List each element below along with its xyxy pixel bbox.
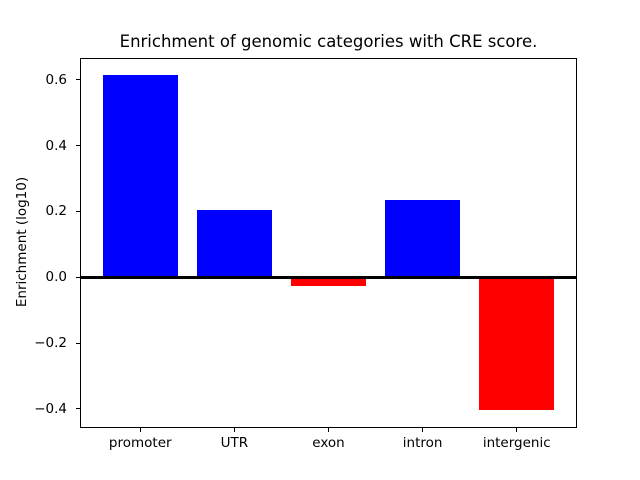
y-tick-mark bbox=[76, 145, 80, 147]
chart-title: Enrichment of genomic categories with CR… bbox=[119, 32, 538, 51]
x-tick-mark bbox=[139, 428, 141, 432]
y-tick-label: −0.4 bbox=[34, 400, 67, 417]
y-tick-label: 0.0 bbox=[45, 269, 67, 286]
x-tick-mark bbox=[233, 428, 235, 432]
y-tick-label: 0.4 bbox=[45, 137, 67, 154]
plot-area bbox=[80, 58, 577, 428]
bar-promoter bbox=[102, 74, 178, 278]
x-tick-mark bbox=[516, 428, 518, 432]
bar-UTR bbox=[196, 210, 273, 278]
y-axis-label: Enrichment (log10) bbox=[14, 176, 30, 308]
x-tick-label: promoter bbox=[108, 435, 172, 451]
x-tick-label: UTR bbox=[220, 435, 249, 451]
y-tick-label: 0.2 bbox=[45, 203, 67, 220]
y-tick-mark bbox=[76, 408, 80, 410]
x-tick-label: exon bbox=[312, 435, 345, 451]
y-tick-label: −0.2 bbox=[34, 335, 67, 352]
y-tick-label: 0.6 bbox=[45, 71, 67, 88]
x-tick-label: intergenic bbox=[482, 435, 551, 451]
y-tick-mark bbox=[76, 79, 80, 81]
bar-exon bbox=[290, 277, 367, 287]
y-tick-mark bbox=[76, 276, 80, 278]
x-tick-label: intron bbox=[402, 435, 443, 451]
x-tick-mark bbox=[328, 428, 329, 432]
zero-line bbox=[81, 275, 576, 279]
bar-intron bbox=[384, 199, 461, 278]
y-tick-mark bbox=[76, 342, 80, 344]
y-tick-mark bbox=[76, 210, 80, 212]
bar-intergenic bbox=[479, 277, 555, 410]
x-tick-mark bbox=[422, 428, 424, 432]
